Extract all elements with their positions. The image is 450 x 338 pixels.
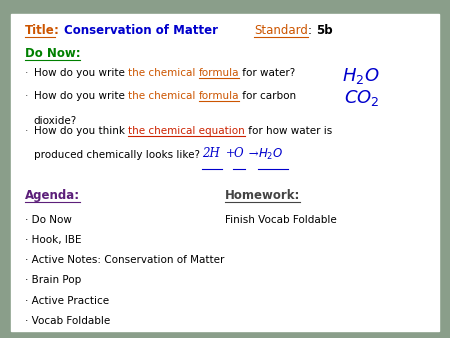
Text: · Do Now: · Do Now xyxy=(25,215,72,225)
Text: +: + xyxy=(222,147,239,160)
Text: $H_2O$: $H_2O$ xyxy=(258,147,284,162)
Text: Homework:: Homework: xyxy=(225,189,301,202)
Text: formula: formula xyxy=(198,91,239,101)
Text: for how water is: for how water is xyxy=(245,126,332,136)
Text: dioxide?: dioxide? xyxy=(34,116,77,126)
Text: Conservation of Matter: Conservation of Matter xyxy=(63,24,217,37)
Text: $\mathit{H_2O}$: $\mathit{H_2O}$ xyxy=(342,66,379,86)
Text: ·: · xyxy=(25,91,28,101)
Text: · Hook, IBE: · Hook, IBE xyxy=(25,235,81,245)
Text: formula: formula xyxy=(198,68,239,78)
Text: How do you think: How do you think xyxy=(34,126,128,136)
Text: $\mathit{CO_2}$: $\mathit{CO_2}$ xyxy=(344,88,380,108)
Text: Finish Vocab Foldable: Finish Vocab Foldable xyxy=(225,215,337,225)
Text: 5b: 5b xyxy=(316,24,333,37)
Text: · Vocab Foldable: · Vocab Foldable xyxy=(25,316,110,326)
Text: for carbon: for carbon xyxy=(239,91,296,101)
Text: for water?: for water? xyxy=(239,68,295,78)
Text: · Active Notes: Conservation of Matter: · Active Notes: Conservation of Matter xyxy=(25,255,224,265)
Text: 2H: 2H xyxy=(202,147,220,160)
Text: How do you write: How do you write xyxy=(34,91,128,101)
Text: produced chemically looks like?: produced chemically looks like? xyxy=(34,150,200,160)
Text: :: : xyxy=(308,24,316,37)
Text: ·: · xyxy=(25,68,28,78)
Text: the chemical: the chemical xyxy=(128,91,198,101)
Text: · Active Practice: · Active Practice xyxy=(25,296,109,306)
Text: :: : xyxy=(54,24,63,37)
Text: the chemical equation: the chemical equation xyxy=(128,126,245,136)
Text: Agenda:: Agenda: xyxy=(25,189,80,202)
Text: the chemical: the chemical xyxy=(128,68,198,78)
Text: Title: Title xyxy=(25,24,54,37)
Text: Standard: Standard xyxy=(254,24,308,37)
Text: →: → xyxy=(245,147,262,160)
Text: How do you write: How do you write xyxy=(34,68,128,78)
Text: Do Now:: Do Now: xyxy=(25,47,81,59)
Text: · Brain Pop: · Brain Pop xyxy=(25,275,81,286)
Text: O: O xyxy=(234,147,243,160)
Text: ·: · xyxy=(25,126,28,136)
